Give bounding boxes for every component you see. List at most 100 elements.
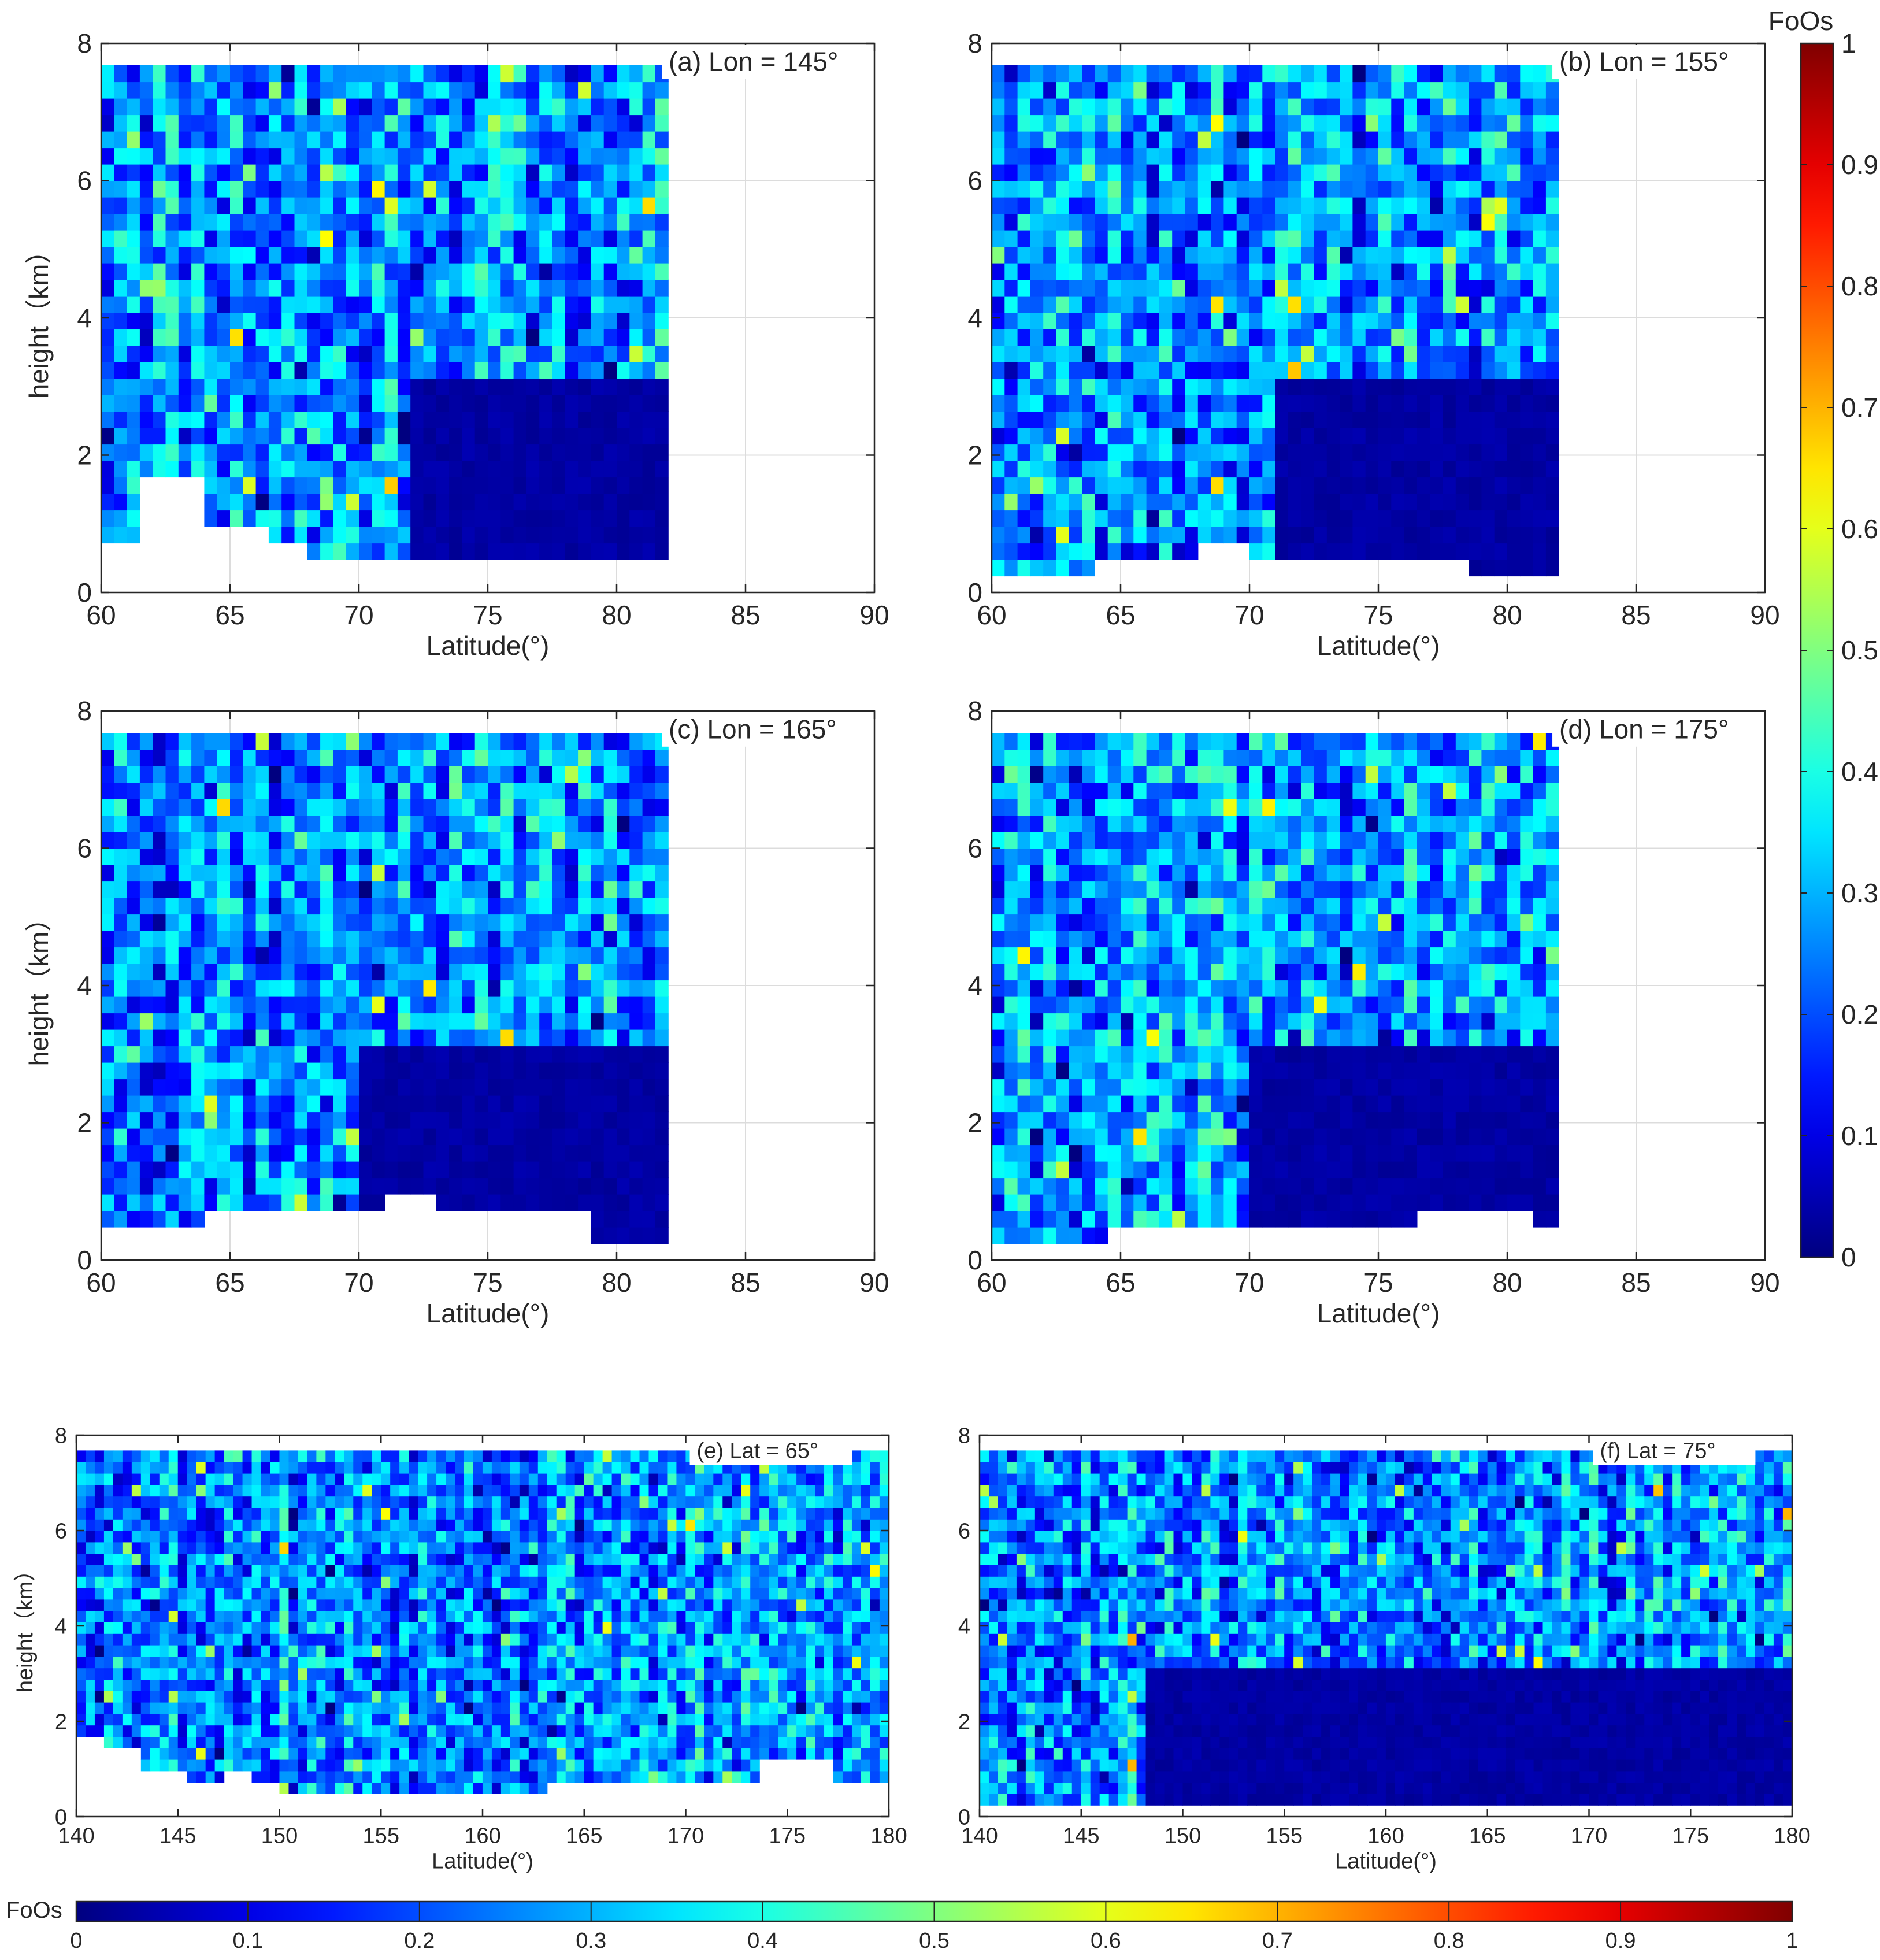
heatmap-cell — [165, 1144, 179, 1162]
heatmap-cell — [1211, 345, 1224, 362]
heatmap-cell — [153, 914, 166, 931]
heatmap-cell — [1107, 980, 1121, 997]
heatmap-cell — [1378, 964, 1392, 981]
heatmap-cell — [1340, 1194, 1353, 1211]
heatmap-cell — [1172, 749, 1186, 766]
heatmap-cell — [255, 147, 269, 165]
heatmap-cell — [1455, 428, 1469, 445]
y-tick-label: 8 — [77, 696, 92, 726]
heatmap-cell — [642, 312, 656, 329]
heatmap-cell — [1095, 733, 1108, 750]
heatmap-cell — [488, 230, 501, 247]
heatmap-cell — [1133, 246, 1147, 264]
heatmap-cell — [1172, 1046, 1186, 1063]
heatmap-cell — [1288, 180, 1301, 198]
heatmap-cell — [1223, 444, 1237, 461]
heatmap-cell — [1326, 898, 1340, 915]
heatmap-cell — [1223, 799, 1237, 816]
heatmap-cell — [307, 1079, 321, 1096]
heatmap-cell — [462, 180, 476, 198]
heatmap-cell — [410, 362, 424, 379]
heatmap-cell — [217, 1194, 231, 1211]
heatmap-cell — [1197, 527, 1211, 544]
heatmap-cell — [423, 749, 437, 766]
heatmap-cell — [1378, 1210, 1392, 1228]
heatmap-cell — [1391, 98, 1405, 116]
heatmap-cell — [165, 815, 179, 832]
heatmap-cell — [191, 1079, 205, 1096]
heatmap-cell — [1159, 799, 1173, 816]
heatmap-cell — [1378, 931, 1392, 948]
heatmap-cell — [230, 114, 243, 132]
heatmap-cell — [423, 543, 437, 560]
heatmap-cell — [1507, 197, 1521, 214]
heatmap-cell — [1095, 527, 1108, 544]
heatmap-cell — [1082, 246, 1095, 264]
heatmap-cell — [1121, 947, 1134, 964]
heatmap-cell — [1056, 510, 1070, 527]
heatmap-cell — [1301, 147, 1315, 165]
heatmap-cell — [655, 362, 669, 379]
heatmap-cell — [346, 81, 359, 99]
heatmap-cell — [1494, 395, 1508, 412]
heatmap-cell — [255, 395, 269, 412]
heatmap-cell — [1545, 560, 1559, 577]
heatmap-cell — [1185, 65, 1199, 83]
heatmap-cell — [1223, 213, 1237, 231]
heatmap-cell — [1378, 461, 1392, 478]
heatmap-cell — [1533, 81, 1547, 99]
heatmap-cell — [1326, 782, 1340, 799]
heatmap-cell — [217, 213, 231, 231]
heatmap-cell — [591, 865, 605, 882]
heatmap-cell — [1146, 1079, 1160, 1096]
heatmap-cell — [1275, 766, 1289, 783]
heatmap-cell — [629, 865, 643, 882]
heatmap-cell — [359, 395, 372, 412]
heatmap-cell — [217, 345, 231, 362]
heatmap-cell — [127, 263, 140, 280]
heatmap-cell — [333, 197, 347, 214]
heatmap-cell — [1494, 131, 1508, 149]
heatmap-cell — [1352, 461, 1366, 478]
heatmap-cell — [1223, 494, 1237, 511]
heatmap-cell — [255, 1161, 269, 1179]
heatmap-cell — [1236, 428, 1250, 445]
heatmap-cell — [359, 749, 372, 766]
heatmap-cell — [1133, 1161, 1147, 1179]
heatmap-cell — [1249, 329, 1263, 346]
heatmap-cell — [1249, 782, 1263, 799]
x-tick-label: 80 — [602, 600, 631, 630]
heatmap-cell — [191, 1194, 205, 1211]
heatmap-cell — [539, 1177, 553, 1195]
heatmap-cell — [1017, 329, 1031, 346]
heatmap-cell — [1326, 428, 1340, 445]
heatmap-cell — [1121, 1046, 1134, 1063]
heatmap-cell — [1507, 411, 1521, 428]
heatmap-cell — [655, 477, 669, 494]
heatmap-cell — [1404, 329, 1418, 346]
heatmap-cell — [603, 230, 617, 247]
heatmap-cell — [513, 947, 527, 964]
heatmap-cell — [1056, 947, 1070, 964]
heatmap-cell — [526, 147, 540, 165]
heatmap-cell — [230, 180, 243, 198]
heatmap-cell — [1082, 543, 1095, 560]
heatmap-cell — [591, 263, 605, 280]
heatmap-cell — [1043, 914, 1057, 931]
heatmap-cell — [294, 114, 308, 132]
heatmap-cell — [397, 749, 411, 766]
heatmap-cell — [513, 898, 527, 915]
heatmap-cell — [1107, 279, 1121, 297]
heatmap-cell — [165, 749, 179, 766]
heatmap-cell — [1236, 1194, 1250, 1211]
heatmap-cell — [359, 1046, 372, 1063]
heatmap-cell — [1378, 1046, 1392, 1063]
heatmap-cell — [423, 444, 437, 461]
heatmap-cell — [1146, 197, 1160, 214]
heatmap-cell — [565, 543, 579, 560]
heatmap-cell — [1288, 296, 1301, 313]
heatmap-cell — [410, 881, 424, 898]
heatmap-cell — [178, 733, 192, 750]
heatmap-cell — [153, 749, 166, 766]
heatmap-cell — [462, 378, 476, 395]
